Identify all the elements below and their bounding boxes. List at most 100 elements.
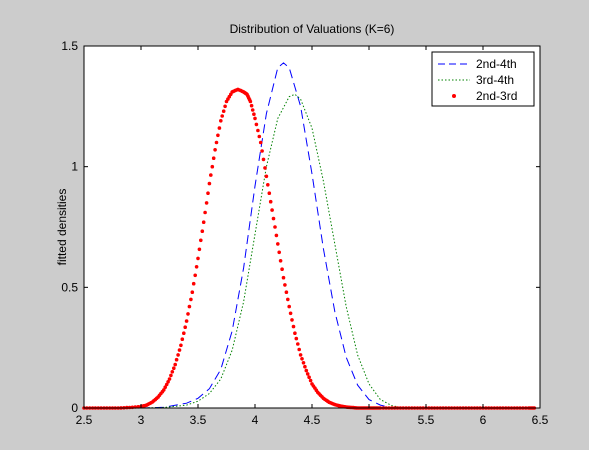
point-2nd-3rd: [170, 370, 175, 374]
x-tick-label: 5.5: [418, 413, 435, 427]
point-2nd-3rd: [248, 99, 253, 104]
point-2nd-3rd: [196, 256, 200, 261]
point-2nd-3rd: [182, 331, 186, 336]
point-2nd-3rd: [172, 366, 176, 371]
point-2nd-3rd: [199, 238, 203, 243]
legend-label-2nd-3rd: 2nd-3rd: [476, 89, 517, 103]
y-tick-label: 1.5: [61, 39, 78, 53]
series-line-3rd-4th: [140, 93, 404, 409]
x-tick-label: 3.5: [190, 413, 207, 427]
point-2nd-3rd: [216, 133, 220, 138]
point-2nd-3rd: [294, 336, 299, 341]
point-2nd-3rd: [213, 148, 217, 152]
point-2nd-3rd: [211, 156, 216, 160]
y-tick-label: 0: [71, 401, 78, 415]
point-2nd-3rd: [293, 331, 297, 336]
point-2nd-3rd: [169, 373, 173, 378]
point-2nd-3rd: [253, 116, 257, 121]
x-tick-label: 2.5: [76, 413, 93, 427]
point-2nd-3rd: [268, 199, 273, 204]
point-2nd-3rd: [203, 210, 207, 215]
point-2nd-3rd: [164, 382, 169, 387]
point-2nd-3rd: [250, 108, 255, 112]
point-2nd-3rd: [301, 361, 306, 365]
point-2nd-3rd: [267, 191, 272, 195]
point-2nd-3rd: [274, 233, 279, 238]
point-2nd-3rd: [283, 283, 287, 287]
point-2nd-3rd: [290, 318, 294, 322]
point-2nd-3rd: [303, 364, 307, 369]
point-2nd-3rd: [307, 375, 311, 380]
point-2nd-3rd: [201, 220, 206, 224]
point-2nd-3rd: [308, 378, 313, 383]
point-2nd-3rd: [287, 304, 292, 309]
point-2nd-3rd: [207, 181, 212, 186]
point-2nd-3rd: [276, 242, 280, 246]
point-2nd-3rd: [174, 357, 179, 362]
y-tick-label: 0.5: [61, 280, 78, 294]
legend-label-3rd-4th: 3rd-4th: [476, 73, 514, 87]
point-2nd-3rd: [254, 122, 259, 127]
point-2nd-3rd: [260, 149, 264, 153]
point-2nd-3rd: [249, 103, 254, 108]
point-2nd-3rd: [191, 281, 196, 286]
y-axis-label: fitted densities: [55, 189, 69, 266]
point-2nd-3rd: [166, 380, 170, 384]
point-2nd-3rd: [261, 157, 266, 162]
point-2nd-3rd: [183, 325, 187, 330]
point-2nd-3rd: [297, 347, 302, 352]
point-2nd-3rd: [221, 109, 226, 113]
point-2nd-3rd: [304, 368, 309, 373]
point-2nd-3rd: [296, 342, 300, 346]
point-2nd-3rd: [176, 353, 180, 357]
point-2nd-3rd: [223, 104, 227, 109]
point-2nd-3rd: [257, 134, 262, 139]
point-2nd-3rd: [278, 259, 283, 263]
x-tick-label: 4.5: [304, 413, 321, 427]
point-2nd-3rd: [189, 297, 193, 302]
point-2nd-3rd: [280, 267, 284, 272]
point-2nd-3rd: [220, 114, 224, 118]
point-2nd-3rd: [194, 265, 199, 269]
point-2nd-3rd: [187, 304, 192, 309]
point-2nd-3rd: [264, 174, 269, 179]
point-2nd-3rd: [193, 273, 197, 278]
point-2nd-3rd: [284, 290, 289, 295]
x-axis: 2.5 3 3.5 4 4.5 5 5.5 6 6.5: [76, 46, 549, 427]
point-2nd-3rd: [291, 324, 296, 329]
point-2nd-3rd: [219, 119, 223, 123]
point-2nd-3rd: [286, 297, 290, 302]
point-2nd-3rd: [190, 290, 195, 295]
point-2nd-3rd: [271, 216, 276, 221]
legend-swatch-2nd-3rd: [452, 94, 456, 98]
series-line-2nd-4th: [140, 62, 392, 409]
point-2nd-3rd: [177, 348, 182, 352]
chart-title: Distribution of Valuations (K=6): [230, 22, 395, 36]
point-2nd-3rd: [300, 357, 304, 361]
point-2nd-3rd: [256, 128, 260, 133]
point-2nd-3rd: [163, 385, 167, 390]
point-2nd-3rd: [206, 191, 210, 195]
legend: 2nd-4th 3rd-4th 2nd-3rd: [431, 51, 535, 107]
point-2nd-3rd: [273, 225, 277, 229]
point-2nd-3rd: [214, 140, 219, 145]
point-2nd-3rd: [270, 208, 274, 212]
point-2nd-3rd: [209, 173, 213, 177]
x-tick-label: 5: [366, 413, 373, 427]
point-2nd-3rd: [184, 319, 189, 323]
point-2nd-3rd: [252, 112, 256, 116]
legend-label-2nd-4th: 2nd-4th: [476, 57, 517, 71]
point-2nd-3rd: [258, 140, 263, 145]
x-tick-label: 3: [138, 413, 145, 427]
point-2nd-3rd: [162, 388, 166, 392]
point-2nd-3rd: [288, 311, 293, 316]
y-tick-label: 1: [71, 160, 78, 174]
y-axis: 0 0.5 1 1.5: [61, 39, 540, 415]
point-2nd-3rd: [277, 250, 282, 255]
point-2nd-3rd: [179, 343, 183, 348]
point-2nd-3rd: [266, 183, 270, 187]
x-tick-label: 6.5: [532, 413, 549, 427]
point-2nd-3rd: [281, 275, 286, 280]
x-tick-label: 4: [252, 413, 259, 427]
